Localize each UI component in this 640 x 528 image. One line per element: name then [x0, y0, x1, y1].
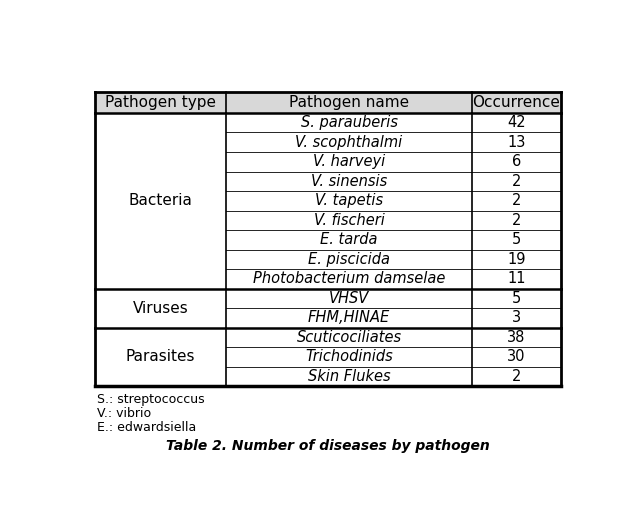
Text: 5: 5 — [512, 232, 521, 247]
Text: 13: 13 — [508, 135, 525, 150]
Text: 2: 2 — [512, 193, 521, 208]
Text: FHM,HINAE: FHM,HINAE — [308, 310, 390, 325]
Text: VHSV: VHSV — [329, 291, 369, 306]
Text: 38: 38 — [508, 330, 525, 345]
Text: 5: 5 — [512, 291, 521, 306]
Text: Occurrence: Occurrence — [472, 95, 561, 110]
Text: V. fischeri: V. fischeri — [314, 213, 385, 228]
Text: 11: 11 — [508, 271, 525, 286]
Text: V. tapetis: V. tapetis — [315, 193, 383, 208]
Text: Trichodinids: Trichodinids — [305, 350, 393, 364]
Text: Parasites: Parasites — [126, 350, 195, 364]
FancyBboxPatch shape — [95, 92, 561, 113]
Text: S.: streptococcus: S.: streptococcus — [97, 393, 205, 407]
Text: Scuticociliates: Scuticociliates — [296, 330, 402, 345]
Text: Bacteria: Bacteria — [129, 193, 193, 208]
Text: 19: 19 — [508, 252, 525, 267]
Text: 30: 30 — [508, 350, 525, 364]
Text: Viruses: Viruses — [132, 300, 188, 316]
Text: Table 2. Number of diseases by pathogen: Table 2. Number of diseases by pathogen — [166, 439, 490, 453]
Text: S. parauberis: S. parauberis — [301, 115, 397, 130]
Text: V. harveyi: V. harveyi — [313, 154, 385, 169]
Text: 2: 2 — [512, 174, 521, 189]
Text: 3: 3 — [512, 310, 521, 325]
Text: V. scophthalmi: V. scophthalmi — [296, 135, 403, 150]
Text: 2: 2 — [512, 213, 521, 228]
Text: E. tarda: E. tarda — [321, 232, 378, 247]
Text: E. piscicida: E. piscicida — [308, 252, 390, 267]
Text: E.: edwardsiella: E.: edwardsiella — [97, 421, 196, 434]
Text: Pathogen type: Pathogen type — [105, 95, 216, 110]
Text: 6: 6 — [512, 154, 521, 169]
Text: Pathogen name: Pathogen name — [289, 95, 409, 110]
Text: Skin Flukes: Skin Flukes — [308, 369, 390, 384]
Text: 2: 2 — [512, 369, 521, 384]
Text: 42: 42 — [507, 115, 526, 130]
Text: Photobacterium damselae: Photobacterium damselae — [253, 271, 445, 286]
Text: V.: vibrio: V.: vibrio — [97, 407, 152, 420]
Text: V. sinensis: V. sinensis — [311, 174, 387, 189]
